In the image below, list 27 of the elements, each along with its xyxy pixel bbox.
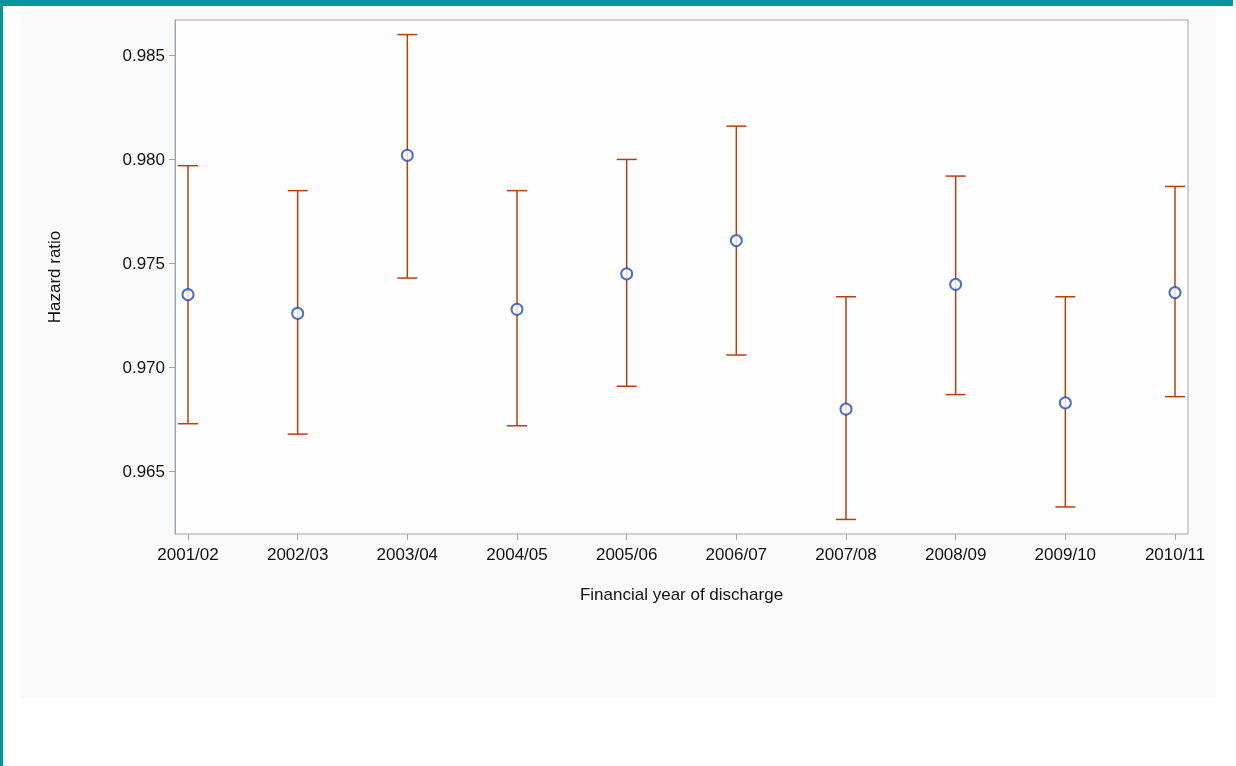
point [1058,396,1072,410]
point [181,288,195,302]
y-tick-label: 0.975 [122,253,165,273]
point [291,306,305,320]
y-tick-label: 0.965 [122,462,165,482]
point [839,402,853,416]
point [620,267,634,281]
point [949,277,963,291]
y-tick-label: 0.985 [122,45,165,65]
x-tick-label: 2006/07 [705,545,768,564]
x-tick-label: 2008/09 [924,545,987,564]
point [729,234,743,248]
x-tick-label: 2003/04 [376,545,439,564]
x-tick-label: 2004/05 [486,545,548,564]
x-tick-label: 2007/08 [815,545,877,564]
x-tick-label: 2001/02 [157,545,219,564]
y-tick-label: 0.970 [122,358,165,378]
point [400,148,414,162]
x-tick-label: 2005/06 [595,545,658,564]
x-axis-title: Financial year of discharge [579,585,784,604]
point [1168,286,1182,300]
point [510,302,524,316]
x-tick-label: 2010/11 [1144,545,1206,564]
x-tick-label: 2009/10 [1034,545,1097,564]
x-tick-label: 2002/03 [266,545,329,564]
y-tick-label: 0.980 [122,149,165,169]
y-axis-title: Hazard ratio [45,230,64,324]
